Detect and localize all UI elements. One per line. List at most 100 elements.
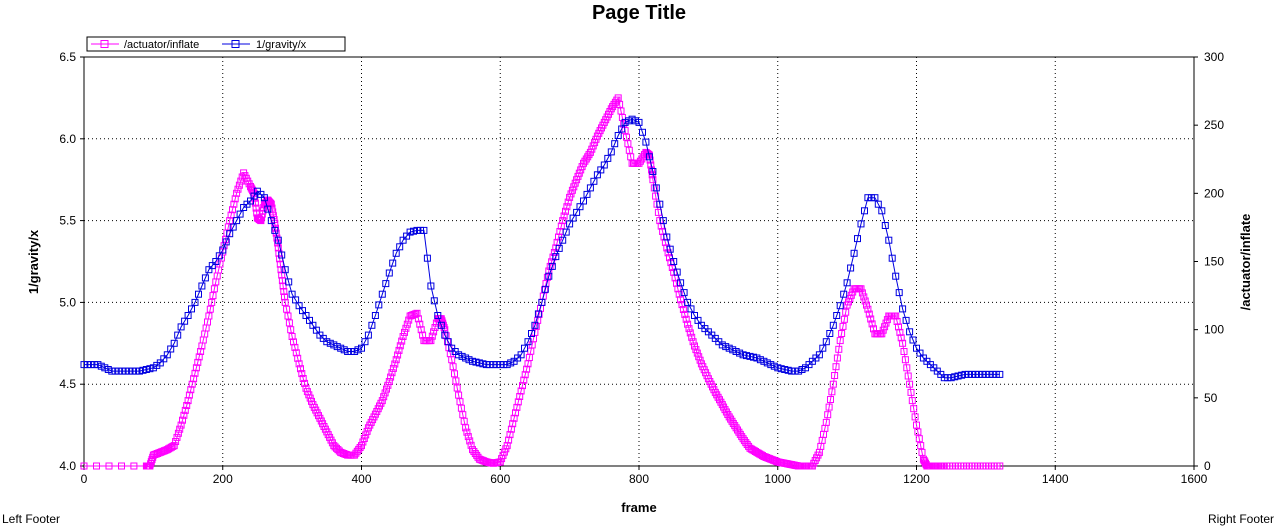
data-point	[842, 308, 850, 316]
data-point	[235, 181, 243, 189]
data-point	[680, 289, 688, 297]
data-point	[378, 397, 386, 405]
data-point	[904, 372, 912, 380]
data-point	[833, 354, 841, 362]
data-point	[210, 285, 218, 293]
data-point	[118, 462, 125, 470]
data-point	[839, 322, 847, 330]
data-point	[649, 168, 657, 175]
data-point	[298, 370, 306, 378]
data-point	[401, 328, 408, 336]
x-tick-label: 200	[213, 472, 233, 486]
data-point	[906, 380, 914, 388]
data-point	[570, 183, 578, 191]
data-point	[466, 437, 474, 445]
data-point	[520, 376, 528, 384]
data-point	[222, 238, 230, 246]
data-point	[618, 125, 626, 133]
data-point	[439, 319, 447, 327]
data-point	[287, 326, 295, 334]
data-point	[835, 345, 843, 353]
data-point	[586, 184, 594, 192]
y-left-tick-label: 5.5	[59, 214, 76, 228]
data-point	[607, 148, 615, 156]
data-point	[559, 217, 567, 225]
data-point	[181, 406, 189, 414]
data-point	[173, 433, 181, 441]
data-point	[911, 413, 919, 421]
y-left-tick-label: 4.0	[59, 459, 76, 473]
data-point	[299, 375, 307, 382]
data-point	[93, 462, 100, 470]
data-point	[179, 416, 186, 424]
data-point	[616, 100, 624, 108]
data-point	[399, 333, 407, 340]
data-point	[451, 370, 458, 378]
data-point	[185, 391, 193, 399]
y-right-tick-label: 300	[1204, 50, 1224, 64]
data-point	[288, 333, 296, 340]
data-point	[268, 204, 276, 212]
x-tick-label: 1400	[1042, 472, 1069, 486]
data-point	[506, 431, 514, 439]
data-point	[826, 330, 834, 337]
data-point	[437, 321, 445, 329]
data-point	[260, 194, 268, 202]
data-point	[822, 418, 830, 426]
data-point	[874, 200, 882, 208]
data-point	[284, 312, 292, 320]
data-point	[206, 305, 214, 313]
data-point	[892, 272, 900, 280]
y-left-axis-label: 1/gravity/x	[26, 229, 41, 294]
data-point	[531, 321, 539, 329]
data-point	[383, 385, 390, 393]
footer-left: Left Footer	[2, 512, 61, 526]
y-right-tick-label: 0	[1204, 459, 1211, 473]
data-point	[822, 338, 830, 346]
data-point	[861, 207, 868, 215]
data-point	[371, 312, 379, 319]
x-tick-label: 0	[81, 472, 88, 486]
data-point	[659, 217, 667, 225]
data-point	[389, 364, 397, 372]
legend-box	[86, 36, 346, 52]
data-point	[180, 411, 188, 419]
x-axis-ticks: 0 200 400 600 800 1000 1200 1400 1600	[81, 466, 1208, 486]
data-point	[364, 331, 372, 339]
data-point	[208, 298, 216, 306]
data-point	[192, 364, 200, 372]
data-point	[560, 212, 568, 220]
footer-right: Right Footer	[1207, 512, 1274, 526]
data-point	[195, 290, 202, 298]
data-point	[391, 360, 399, 368]
data-point	[528, 330, 535, 337]
data-point	[910, 405, 918, 413]
data-point	[913, 421, 920, 429]
data-point	[899, 339, 907, 347]
data-point	[463, 428, 471, 436]
data-point	[861, 297, 869, 305]
data-point	[893, 318, 901, 325]
data-point	[689, 338, 697, 346]
data-point	[295, 360, 303, 368]
data-point	[452, 377, 460, 385]
data-point	[360, 435, 368, 442]
data-point	[278, 251, 286, 259]
data-point	[600, 161, 608, 169]
data-point	[829, 321, 837, 329]
data-point	[917, 442, 925, 450]
data-point	[545, 272, 553, 280]
data-point	[857, 220, 865, 228]
data-point	[693, 349, 701, 357]
data-point	[907, 388, 915, 396]
data-point	[915, 435, 923, 443]
data-point	[552, 253, 560, 261]
data-point	[639, 128, 646, 136]
y-left-axis-ticks: 4.0 4.5 5.0 5.5 6.0 6.5	[59, 50, 84, 473]
data-point	[867, 315, 875, 323]
data-point	[271, 226, 279, 234]
data-point	[233, 189, 241, 197]
legend: /actuator/inflate 1/gravity/x	[86, 36, 346, 52]
data-point	[384, 381, 392, 389]
